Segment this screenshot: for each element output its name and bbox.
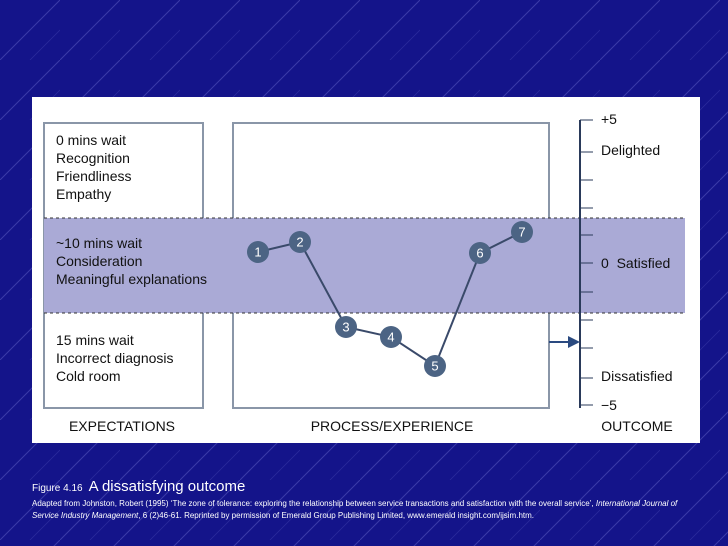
process-point	[380, 326, 402, 348]
panel-text: Recognition	[56, 150, 130, 166]
process-point	[335, 316, 357, 338]
footer-label: OUTCOME	[601, 418, 673, 434]
process-point	[511, 221, 533, 243]
citation-text: Adapted from Johnston, Robert (1995) ‘Th…	[32, 499, 596, 508]
point-label: 5	[431, 359, 438, 374]
scale-top: +5	[601, 111, 617, 127]
panel-text: 0 mins wait	[56, 132, 126, 148]
point-label: 2	[296, 235, 303, 250]
point-label: 6	[476, 246, 483, 261]
panel-text: ~10 mins wait	[56, 235, 142, 251]
point-label: 7	[518, 225, 525, 240]
figure-number: Figure 4.16	[32, 483, 83, 494]
citation-text: , 6 (2)46-61. Reprinted by permission of…	[138, 511, 534, 520]
point-label: 3	[342, 320, 349, 335]
scale-satisfied: 0 Satisfied	[601, 255, 670, 271]
point-label: 4	[387, 330, 394, 345]
panel-text: Empathy	[56, 186, 111, 202]
scale-bottom: −5	[601, 397, 617, 413]
caption: Figure 4.16 A dissatisfying outcome Adapt…	[32, 478, 702, 522]
scale-delighted: Delighted	[601, 142, 660, 158]
citation-journal: International Journal of Service Industr…	[32, 499, 678, 520]
process-point	[247, 241, 269, 263]
point-label: 1	[254, 245, 261, 260]
process-point	[424, 355, 446, 377]
citation: Adapted from Johnston, Robert (1995) ‘Th…	[32, 498, 702, 522]
footer-label: PROCESS/EXPERIENCE	[311, 418, 474, 434]
process-point	[469, 242, 491, 264]
panel-text: 15 mins wait	[56, 332, 134, 348]
figure-title: A dissatisfying outcome	[88, 478, 246, 495]
panel-text: Meaningful explanations	[56, 271, 207, 287]
panel-text: Cold room	[56, 368, 121, 384]
footer-label: EXPECTATIONS	[69, 418, 175, 434]
arrow-head	[568, 336, 580, 348]
panel-text: Consideration	[56, 253, 142, 269]
process-point	[289, 231, 311, 253]
panel-text: Incorrect diagnosis	[56, 350, 174, 366]
tolerance-zone	[44, 218, 685, 313]
panel-text: Friendliness	[56, 168, 131, 184]
scale-dissatisfied: Dissatisfied	[601, 368, 673, 384]
